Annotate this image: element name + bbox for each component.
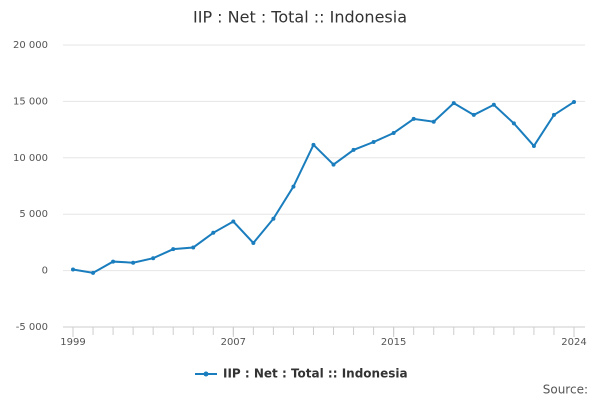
data-point	[211, 230, 216, 235]
data-point	[251, 240, 256, 245]
data-point	[171, 247, 176, 252]
legend-label: IIP : Net : Total :: Indonesia	[223, 367, 408, 381]
x-tick-label: 1999	[60, 337, 85, 348]
y-tick-label: 20 000	[13, 40, 48, 51]
data-point	[231, 219, 236, 224]
chart-title: IIP : Net : Total :: Indonesia	[193, 8, 407, 27]
data-point	[131, 260, 136, 265]
x-tick-label: 2024	[561, 337, 586, 348]
data-point	[471, 112, 476, 117]
y-tick-label: 10 000	[13, 153, 48, 164]
data-point	[551, 112, 556, 117]
data-point	[311, 142, 316, 147]
y-tick-label: -5 000	[16, 322, 48, 333]
data-point	[191, 245, 196, 250]
data-point	[331, 162, 336, 167]
data-point	[531, 143, 536, 148]
legend-marker	[203, 371, 209, 377]
data-point	[71, 267, 75, 272]
series-line	[72, 101, 575, 274]
y-tick-label: 5 000	[19, 209, 48, 220]
data-point	[491, 102, 496, 107]
y-tick-label: 15 000	[13, 96, 48, 107]
data-point	[391, 130, 396, 135]
data-point	[151, 256, 156, 261]
x-tick-label: 2007	[221, 337, 246, 348]
data-point	[572, 99, 576, 104]
x-tick-label: 2015	[381, 337, 406, 348]
data-point	[271, 216, 276, 221]
data-point	[511, 121, 516, 126]
data-point	[411, 116, 416, 121]
data-point	[431, 119, 436, 124]
data-point	[351, 147, 356, 152]
data-point	[111, 259, 116, 264]
data-point	[451, 101, 456, 106]
data-point	[91, 270, 96, 275]
y-tick-label: 0	[42, 266, 48, 277]
data-point	[371, 140, 376, 145]
data-point	[291, 184, 296, 189]
source: Source:	[543, 383, 588, 397]
